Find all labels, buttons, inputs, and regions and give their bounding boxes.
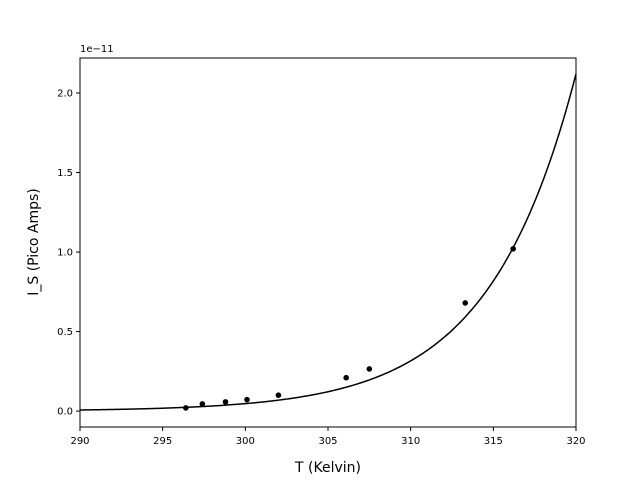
data-point: [366, 366, 373, 372]
data-point: [510, 246, 516, 252]
x-tick-label: 295: [153, 436, 172, 447]
data-point: [343, 374, 349, 381]
y-axis: 0.0 0.5 1.0 1.5 2.0: [57, 88, 80, 418]
data-point: [275, 392, 282, 398]
axes-frame: [79, 57, 577, 428]
x-axis-label: T (Kelvin): [294, 460, 361, 476]
y-offset-label: 1e−11: [80, 44, 114, 55]
y-tick-label: 2.0: [57, 88, 73, 99]
x-tick-label: 315: [484, 436, 503, 447]
plot-area: [79, 73, 577, 411]
data-point: [199, 401, 206, 407]
y-tick-label: 0.5: [57, 327, 73, 338]
x-tick-label: 320: [566, 436, 585, 447]
data-point: [183, 405, 189, 411]
data-point: [462, 300, 469, 306]
y-tick-label: 1.5: [57, 168, 73, 179]
fit-curve: [79, 73, 577, 411]
data-point: [244, 396, 250, 403]
data-point: [222, 399, 229, 405]
x-tick-label: 310: [401, 436, 420, 447]
y-axis-label: I_S (Pico Amps): [26, 188, 42, 296]
x-tick-label: 300: [236, 436, 255, 447]
y-tick-label: 1.0: [57, 248, 73, 259]
x-axis: 290 295 300 305 310 315 320: [70, 427, 586, 447]
x-tick-label: 305: [318, 436, 337, 447]
y-tick-label: 0.0: [57, 407, 73, 418]
x-tick-label: 290: [70, 436, 89, 447]
